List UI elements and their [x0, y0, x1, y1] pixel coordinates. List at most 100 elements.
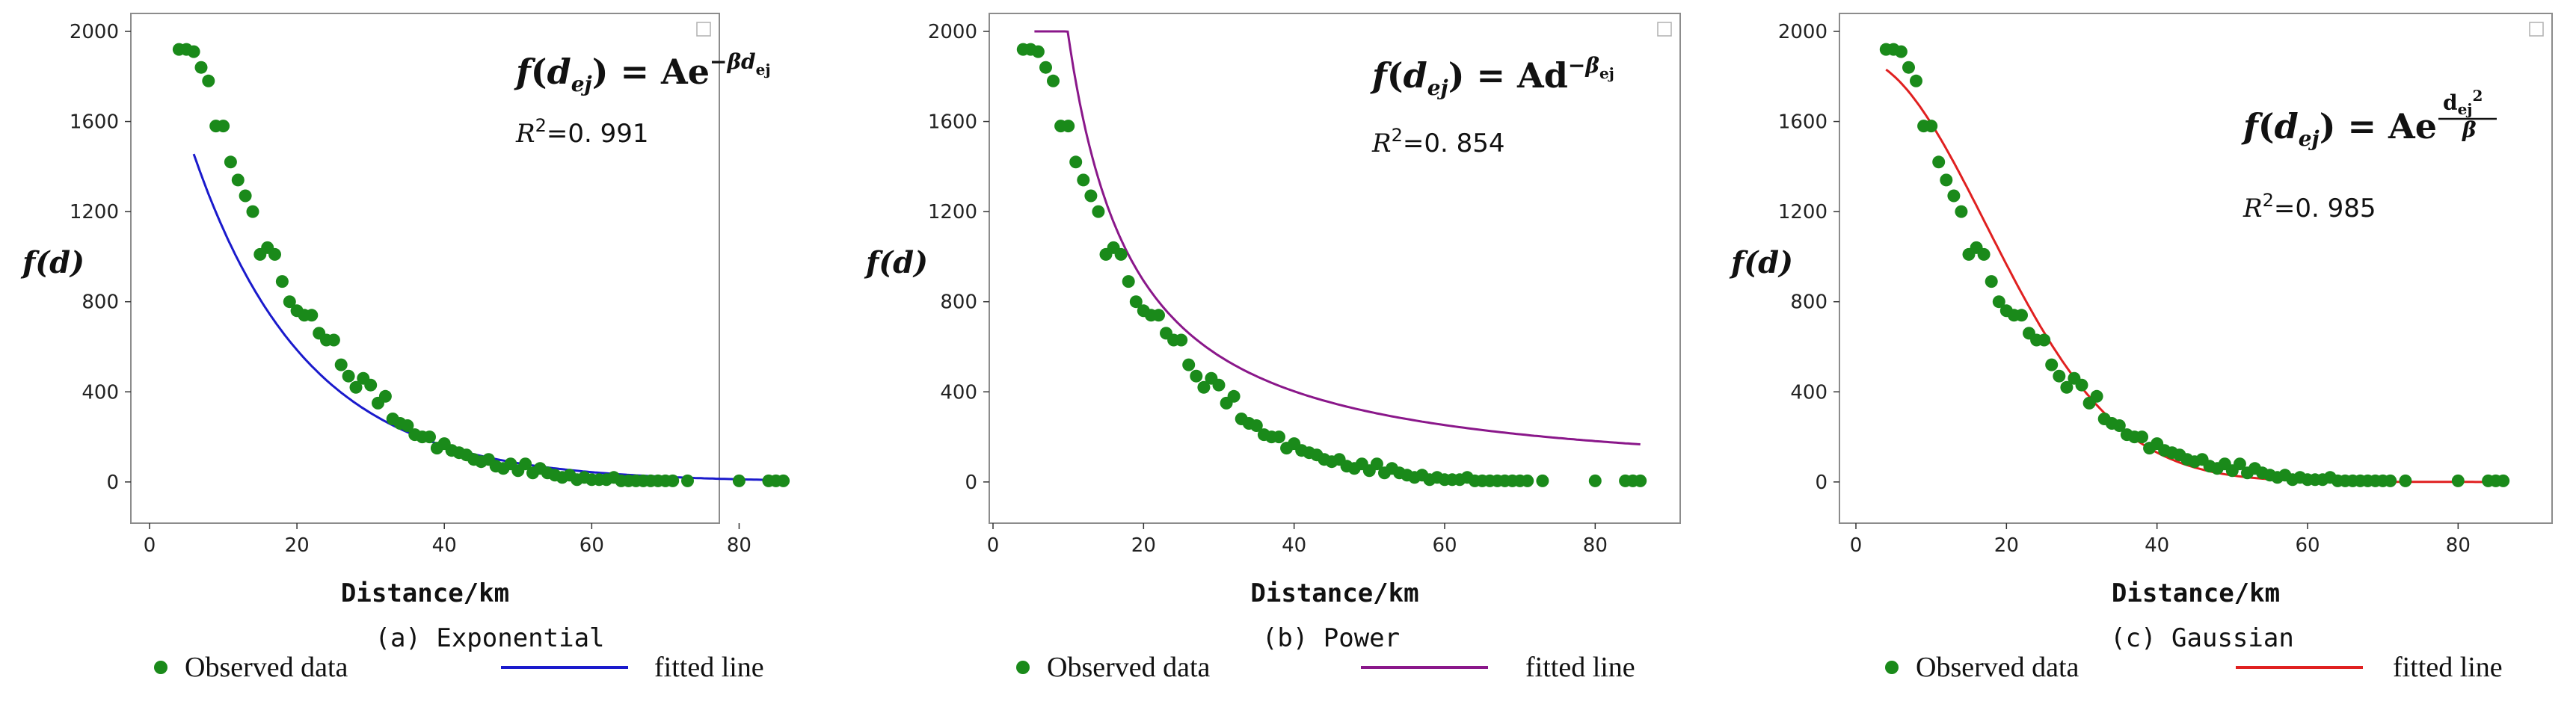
observed-point: [2399, 474, 2412, 487]
y-tick-label: 800: [82, 291, 119, 314]
x-tick-label: 40: [2145, 534, 2169, 557]
observed-point: [334, 358, 348, 371]
y-tick-label: 1600: [928, 111, 977, 134]
observed-point: [2451, 474, 2465, 487]
observed-point: [239, 189, 252, 203]
x-tick-label: 0: [987, 534, 1000, 557]
x-tick-label: 20: [1131, 534, 1156, 557]
observed-point: [401, 419, 414, 432]
observed-point: [2045, 358, 2059, 371]
observed-point: [187, 45, 200, 58]
observed-points: [172, 43, 790, 487]
observed-point: [1977, 247, 1991, 261]
observed-point: [1925, 120, 1938, 133]
y-tick-label: 1200: [928, 201, 977, 223]
observed-point: [666, 474, 680, 487]
observed-point: [2060, 380, 2074, 394]
r-squared: R2=0. 985: [2243, 190, 2376, 223]
observed-point: [224, 155, 237, 169]
observed-point: [202, 74, 215, 87]
observed-point: [1084, 189, 1098, 203]
chart-panel-1: 0 400 800 1200 1600 2000 0 20 40 60 80 Distance/km f…: [20, 13, 790, 683]
observed-point: [1227, 389, 1241, 403]
observed-point: [1212, 378, 1226, 392]
observed-points: [1016, 43, 1647, 487]
observed-point: [1985, 275, 1998, 288]
observed-point: [1039, 61, 1052, 74]
observed-point: [231, 173, 245, 187]
x-tick-label: 20: [285, 534, 310, 557]
observed-point: [1955, 205, 1968, 218]
y-tick-label: 2000: [70, 21, 119, 43]
x-tick-label: 80: [2446, 534, 2471, 557]
chart-caption: (a) Exponential: [375, 623, 604, 653]
x-tick-label: 40: [432, 534, 457, 557]
observed-point: [1047, 74, 1060, 87]
observed-point: [2038, 333, 2051, 347]
legend: Observed data fitted line: [1885, 652, 2503, 683]
observed-point: [364, 378, 378, 392]
observed-point: [275, 275, 289, 288]
y-tick-label: 0: [965, 472, 977, 494]
equation-text: f(dej) = Ad−βej: [1370, 53, 1614, 100]
x-axis-label: Distance/km: [1250, 578, 1418, 608]
legend-toggle-box: [1657, 22, 1672, 37]
legend-observed-marker: [154, 661, 167, 674]
chart-caption: (c) Gaussian: [2110, 623, 2294, 653]
plot-frame: [1839, 13, 2553, 524]
legend: Observed data fitted line: [154, 652, 764, 683]
exponent-denominator: β: [2462, 117, 2477, 142]
chart-caption: (b) Power: [1262, 623, 1400, 653]
exponent-numerator: dej2: [2443, 87, 2483, 118]
observed-point: [732, 474, 746, 487]
observed-point: [1992, 295, 2005, 309]
y-tick-label: 0: [1815, 472, 1828, 494]
observed-point: [246, 205, 259, 218]
legend-fitted-label: fitted line: [654, 652, 764, 683]
x-axis-label: Distance/km: [341, 578, 509, 608]
y-tick-label: 1200: [70, 201, 119, 223]
observed-point: [194, 61, 208, 74]
y-tick-label: 2000: [1778, 21, 1828, 43]
chart-panel-2: 0 400 800 1200 1600 2000 0 20 40 60 80 Distance/km f…: [864, 13, 1681, 683]
observed-point: [268, 247, 281, 261]
observed-point: [1521, 474, 1534, 487]
r-squared: R2=0. 991: [515, 115, 649, 149]
observed-point: [1031, 45, 1045, 58]
y-axis-label: f(d): [864, 245, 928, 280]
x-tick-label: 60: [1432, 534, 1457, 557]
legend-toggle-box: [696, 22, 711, 37]
legend: Observed data fitted line: [1016, 652, 1635, 683]
plot-frame: [130, 13, 720, 524]
observed-point: [1092, 205, 1105, 218]
observed-point: [1122, 275, 1135, 288]
observed-point: [681, 474, 694, 487]
observed-point: [2233, 457, 2246, 471]
legend-observed-label: Observed data: [1916, 652, 2079, 683]
y-tick-label: 0: [106, 472, 119, 494]
observed-point: [217, 120, 230, 133]
observed-point: [342, 369, 355, 383]
observed-point: [305, 309, 319, 322]
observed-point: [519, 457, 532, 471]
observed-point: [1932, 155, 1946, 169]
observed-point: [1588, 474, 1602, 487]
observed-point: [2015, 309, 2028, 322]
y-tick-label: 1600: [1778, 111, 1828, 134]
observed-point: [1536, 474, 1549, 487]
observed-point: [1197, 380, 1211, 394]
observed-point: [349, 380, 363, 394]
y-tick-label: 1600: [70, 111, 119, 134]
observed-point: [2053, 369, 2066, 383]
observed-point: [1077, 173, 1090, 187]
observed-point: [2112, 419, 2126, 432]
observed-point: [327, 333, 340, 347]
observed-point: [1634, 474, 1647, 487]
x-tick-label: 20: [1994, 534, 2019, 557]
observed-point: [2384, 474, 2397, 487]
legend-toggle-box: [2529, 22, 2544, 37]
x-tick-label: 80: [727, 534, 751, 557]
observed-point: [283, 295, 296, 309]
